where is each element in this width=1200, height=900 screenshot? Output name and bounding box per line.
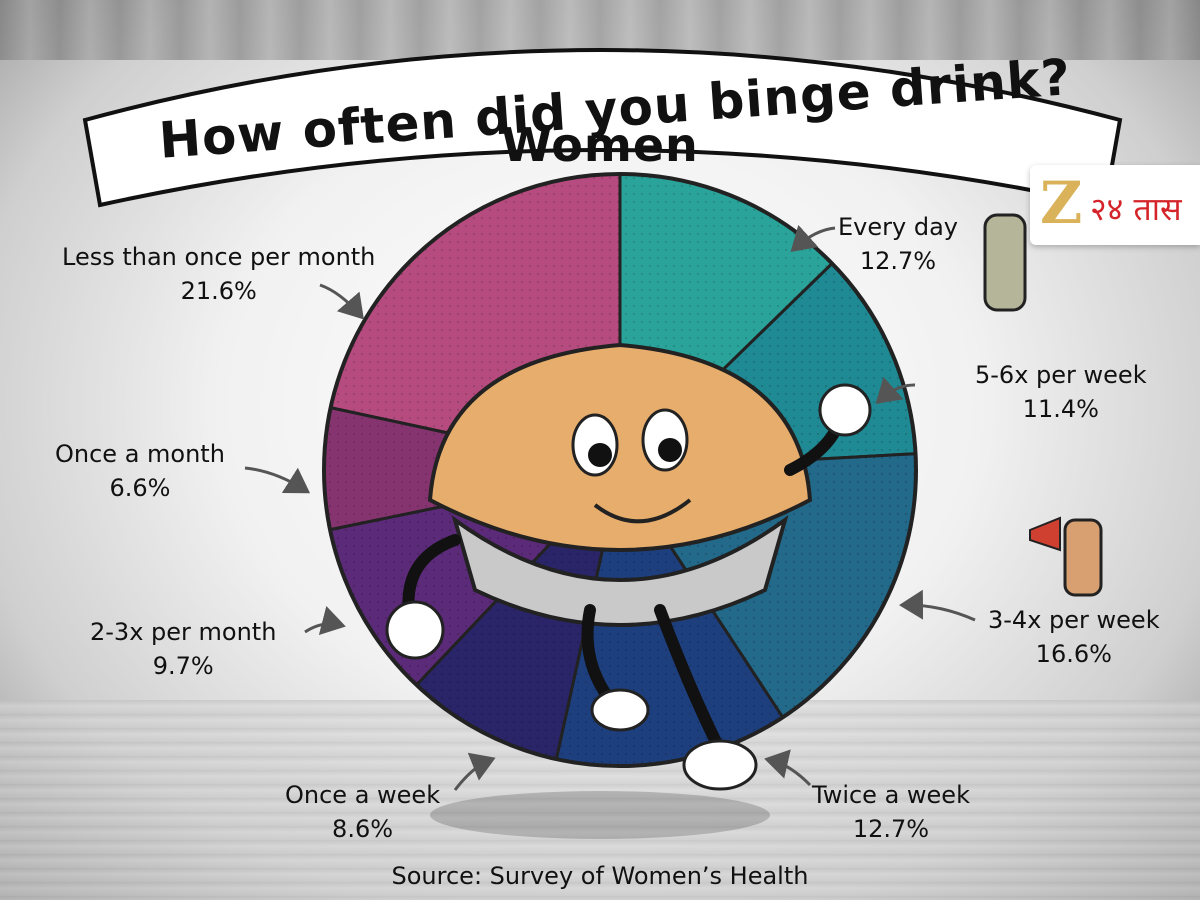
- slice-label: Once a month: [55, 440, 225, 468]
- floor-shadow: [430, 791, 770, 839]
- mascot-pupil-left: [588, 443, 612, 467]
- slice-label: Less than once per month: [62, 243, 376, 271]
- label-every-day: Every day 12.7%: [838, 210, 958, 278]
- leader-arrow: [319, 283, 364, 320]
- mascot-smile: [593, 498, 692, 524]
- slice-value: 8.6%: [332, 815, 394, 843]
- slice-value: 12.7%: [852, 815, 930, 843]
- leader-arrow: [875, 376, 916, 404]
- mascot-shoe-right: [682, 739, 758, 791]
- label-less-than-once-per-month: Less than once per month 21.6%: [62, 240, 375, 308]
- leader-arrow: [764, 749, 812, 787]
- slice-label: 2-3x per month: [90, 618, 277, 646]
- label-3-4x-per-week: 3-4x per week 16.6%: [988, 603, 1160, 671]
- bottle-sad: [983, 213, 1027, 312]
- slice-value: 11.4%: [1022, 395, 1099, 423]
- leader-arrow: [899, 589, 976, 622]
- slice-value: 21.6%: [180, 277, 257, 305]
- label-2-3x-per-month: 2-3x per month 9.7%: [90, 615, 276, 683]
- leader-arrow: [304, 605, 346, 636]
- bottle-happy: [1063, 518, 1103, 597]
- label-5-6x-per-week: 5-6x per week 11.4%: [975, 358, 1147, 426]
- slice-value: 12.7%: [859, 247, 937, 275]
- megaphone-icon: [1029, 516, 1061, 552]
- slice-value: 6.6%: [109, 474, 171, 502]
- label-once-a-month: Once a month 6.6%: [55, 437, 225, 505]
- logo-mark: Z: [1040, 169, 1083, 237]
- slice-label: Twice a week: [812, 781, 970, 809]
- leader-arrow: [790, 224, 836, 253]
- mascot-leg-right: [654, 604, 726, 756]
- channel-logo: Z २४ तास: [1030, 165, 1200, 245]
- slice-label: 3-4x per week: [988, 606, 1160, 634]
- pie-tin: [451, 514, 789, 627]
- slice-value: 9.7%: [152, 652, 214, 680]
- slice-value: 16.6%: [1035, 640, 1112, 668]
- leader-arrow: [453, 752, 496, 791]
- slice-label: 5-6x per week: [975, 361, 1147, 389]
- mascot-pupil-right: [658, 438, 682, 462]
- banner-ribbon: [82, 48, 1123, 208]
- slice-label: Once a week: [285, 781, 441, 809]
- source-note: Source: Survey of Women’s Health: [391, 862, 809, 890]
- mascot-fist: [818, 383, 872, 437]
- slice-label: Every day: [838, 213, 958, 241]
- mascot-glove: [385, 600, 445, 660]
- label-once-a-week: Once a week 8.6%: [285, 778, 440, 846]
- title-banner: [82, 48, 1123, 208]
- pie-outline: [322, 172, 918, 768]
- bottle-illustrations: [983, 213, 1103, 597]
- pie-crust: [427, 342, 813, 552]
- mascot-shoe-left: [590, 688, 650, 732]
- chart-subtitle: Women: [501, 118, 699, 172]
- pie-mascot-illustration: [385, 342, 872, 791]
- label-twice-a-week: Twice a week 12.7%: [812, 778, 970, 846]
- leader-arrow: [244, 466, 311, 494]
- logo-text: २४ तास: [1090, 190, 1182, 228]
